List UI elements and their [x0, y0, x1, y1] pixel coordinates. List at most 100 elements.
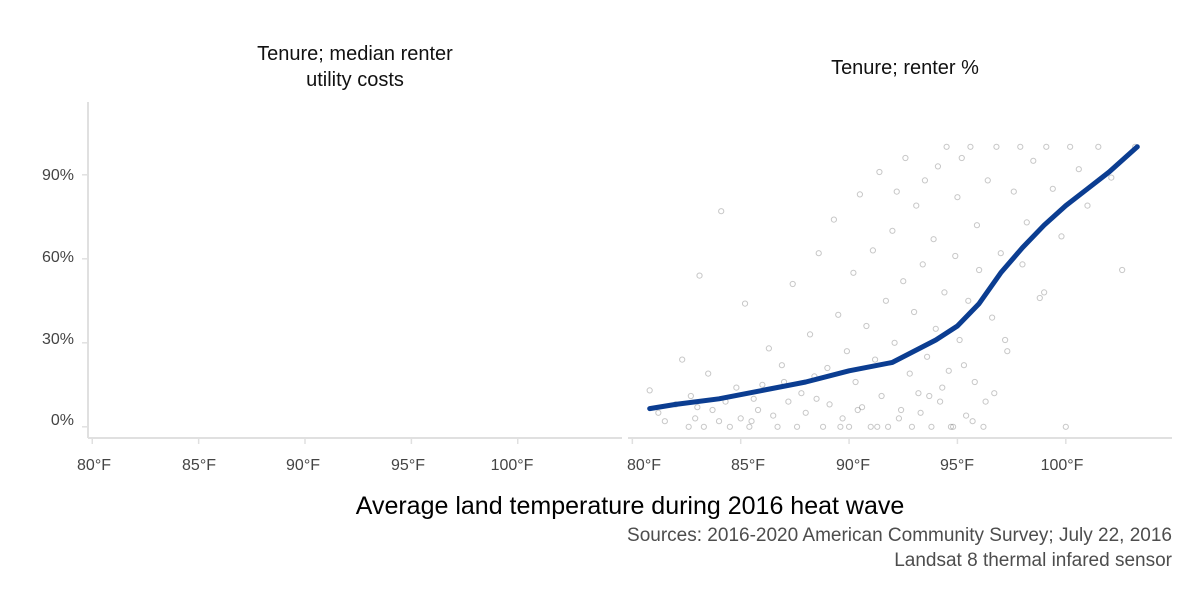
x-axis-title: Average land temperature during 2016 hea… — [356, 492, 905, 520]
scatter-point — [1036, 294, 1043, 302]
scatter-point — [965, 297, 972, 304]
scatter-point — [971, 378, 978, 386]
scatter-point — [737, 415, 744, 422]
scatter-point — [952, 252, 959, 260]
scatter-point — [858, 404, 866, 411]
scatter-point — [854, 406, 861, 414]
panel-2-x-tick-label-90: 90°F — [836, 457, 870, 474]
scatter-point — [908, 423, 916, 430]
scatter-point — [960, 362, 968, 369]
scatter-point — [967, 143, 974, 150]
caption-line-1: Sources: 2016-2020 American Community Su… — [627, 525, 1172, 546]
scatter-point — [893, 188, 900, 195]
scatter-point — [655, 409, 662, 416]
scatter-point — [949, 423, 957, 430]
scatter-point — [824, 364, 831, 372]
scatter-point — [770, 412, 777, 419]
scatter-point — [718, 208, 725, 215]
scatter-point — [876, 168, 883, 176]
scatter-point — [882, 297, 890, 304]
scatter-point — [913, 202, 920, 209]
scatter-point — [1043, 143, 1050, 150]
scatter-point — [741, 300, 749, 307]
scatter-point — [785, 398, 792, 405]
scatter-point — [845, 423, 853, 430]
y-tick-label-0: 0% — [51, 412, 74, 429]
scatter-point — [1049, 185, 1056, 192]
scatter-point — [969, 418, 976, 425]
scatter-point — [798, 390, 805, 397]
scatter-point — [963, 412, 970, 419]
scatter-point — [837, 423, 844, 430]
scatter-point — [746, 423, 753, 430]
scatter-point — [984, 177, 991, 184]
scatter-point — [926, 392, 933, 400]
scatter-point — [726, 423, 733, 430]
scatter-point — [661, 418, 668, 425]
scatter-point — [1095, 143, 1102, 150]
scatter-point — [973, 222, 981, 229]
scatter-point — [874, 423, 881, 430]
scatter-point — [750, 395, 757, 402]
scatter-point — [1023, 219, 1030, 226]
scatter-point — [733, 384, 740, 391]
panel-2-title: Tenure; renter % — [831, 57, 979, 79]
panel-2-x-tick-label-85: 85°F — [731, 457, 765, 474]
scatter-point — [891, 339, 898, 346]
scatter-point — [813, 395, 820, 402]
scatter-point — [897, 406, 905, 414]
scatter-point — [759, 381, 766, 388]
scatter-point — [989, 314, 996, 321]
scatter-point — [934, 163, 942, 170]
scatter-point — [806, 331, 814, 338]
scatter-point — [1010, 188, 1017, 195]
scatter-point — [900, 278, 907, 285]
scatter-point — [705, 370, 712, 377]
scatter-point — [815, 250, 822, 257]
scatter-point — [748, 418, 755, 425]
scatter-point — [754, 406, 762, 414]
panel-2-x-tick-label-95: 95°F — [940, 457, 974, 474]
scatter-point — [646, 387, 653, 394]
scatter-point — [1062, 423, 1069, 430]
panel-2-x-tick-label-80: 80°F — [627, 457, 661, 474]
scatter-point — [1002, 336, 1009, 344]
scatter-point — [774, 423, 781, 430]
scatter-point — [945, 367, 952, 374]
scatter-point — [915, 390, 922, 397]
scatter-point — [923, 353, 931, 360]
scatter-point — [696, 272, 703, 279]
scatter-point — [715, 418, 723, 425]
scatter-point — [850, 269, 857, 276]
scatter-point — [856, 191, 864, 198]
scatter-point — [826, 401, 833, 408]
scatter-point — [687, 392, 694, 400]
y-tick-label-90: 90% — [42, 167, 74, 184]
scatter-point — [1067, 143, 1074, 150]
scatter-point — [902, 154, 909, 162]
scatter-point — [958, 154, 965, 162]
scatter-point — [871, 356, 879, 363]
scatter-point — [939, 384, 946, 391]
panel-1-title-line-1: Tenure; median renter — [257, 43, 453, 65]
panel-2-x-tick-label-100: 100°F — [1041, 457, 1084, 474]
scatter-point — [789, 280, 796, 288]
panel-1-x-tick-label-100: 100°F — [491, 457, 534, 474]
scatter-point — [947, 423, 955, 430]
scatter-point — [928, 423, 935, 430]
scatter-point — [709, 406, 716, 414]
y-tick-label-30: 30% — [42, 331, 74, 348]
scatter-point — [839, 415, 846, 422]
scatter-point — [765, 345, 772, 352]
scatter-point — [867, 423, 874, 430]
scatter-point — [976, 266, 983, 274]
scatter-point — [1017, 143, 1024, 150]
panel-2-scatter-points — [646, 143, 1139, 430]
scatter-point — [1041, 289, 1048, 296]
scatter-point — [802, 409, 809, 416]
scatter-point — [941, 289, 948, 296]
y-tick-label-60: 60% — [42, 249, 74, 266]
scatter-point — [835, 311, 842, 318]
scatter-point — [997, 250, 1004, 257]
scatter-point — [878, 392, 885, 400]
